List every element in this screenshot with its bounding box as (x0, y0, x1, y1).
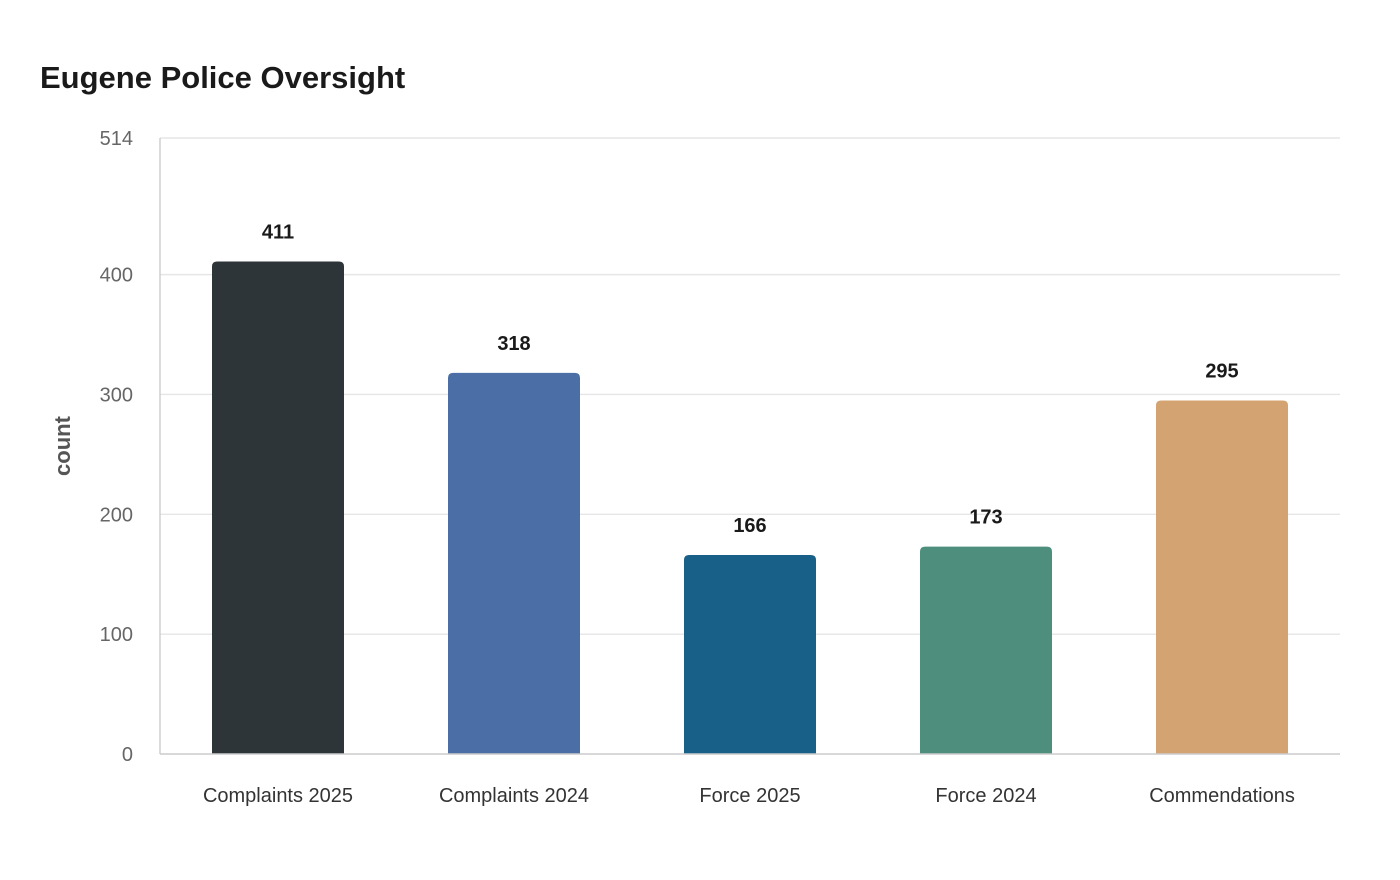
y-tick-label: 200 (100, 504, 133, 526)
bar-value-label: 173 (969, 507, 1002, 529)
bar-value-label: 166 (733, 515, 766, 537)
y-tick-label: 0 (122, 744, 133, 766)
x-tick-label: Commendations (1149, 785, 1295, 807)
x-tick-label: Force 2025 (699, 785, 800, 807)
x-tick-label: Complaints 2025 (203, 785, 353, 807)
y-axis-label: count (50, 415, 75, 476)
chart-title: Eugene Police Oversight (40, 60, 406, 95)
bar-value-label: 411 (262, 221, 294, 243)
bars (212, 261, 1288, 754)
bar (920, 546, 1052, 754)
x-tick-label: Force 2024 (935, 785, 1036, 807)
gridlines (160, 137, 1340, 635)
bar (684, 555, 816, 754)
bar-value-label: 295 (1205, 360, 1238, 382)
bar-value-label: 318 (497, 333, 530, 355)
x-tick-label: Complaints 2024 (439, 785, 589, 807)
bar (212, 261, 344, 754)
y-tick-label: 400 (100, 265, 133, 287)
y-tick-label: 300 (100, 384, 133, 406)
y-tick-label: 100 (100, 624, 133, 646)
bar (448, 372, 580, 754)
labels: 0 100 200 300 400 514 411 Complaints 2025 318 Com… (100, 128, 1295, 807)
axes (159, 138, 1340, 755)
y-tick-label: 514 (100, 128, 133, 150)
bar (1156, 400, 1288, 754)
